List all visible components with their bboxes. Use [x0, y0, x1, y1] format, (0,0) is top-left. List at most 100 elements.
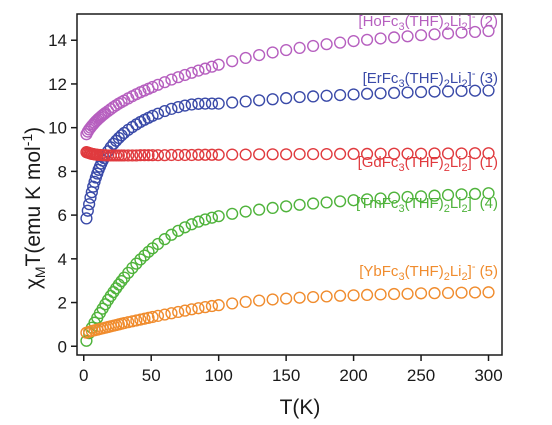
data-point — [266, 201, 279, 214]
data-point — [293, 90, 306, 104]
data-point — [253, 48, 266, 62]
data-point — [293, 148, 306, 161]
series-label-part: (THF) — [405, 154, 444, 171]
series-label-part: 2 — [444, 203, 450, 215]
y-tick-label: 0 — [58, 337, 67, 356]
data-point — [87, 180, 100, 193]
data-point — [333, 147, 347, 160]
data-point — [320, 89, 333, 102]
series-label-part: (THF) — [405, 263, 444, 280]
series-label-part: (THF) — [405, 70, 444, 87]
series-label-part: 2 — [444, 162, 450, 174]
data-point — [307, 197, 320, 210]
data-point — [81, 204, 94, 217]
data-point — [387, 31, 401, 44]
data-point — [441, 27, 455, 40]
y-tick-label: 14 — [48, 31, 67, 50]
data-point — [374, 32, 387, 45]
data-point — [253, 294, 266, 307]
data-point — [387, 86, 401, 100]
data-series-group — [80, 24, 495, 347]
data-point — [185, 66, 198, 79]
data-point — [192, 97, 205, 110]
series-label-part: (5) — [476, 263, 499, 280]
data-point — [239, 205, 252, 218]
data-point — [468, 187, 482, 200]
data-point — [172, 148, 185, 162]
data-point — [212, 97, 225, 110]
y-axis-title-sup: -1 — [19, 134, 35, 147]
series-label-2: [ErFc3(THF)2Li2]- (3) — [363, 68, 498, 90]
data-point — [112, 278, 125, 291]
data-point — [428, 189, 441, 202]
data-point — [307, 90, 320, 103]
data-point — [401, 147, 414, 160]
data-point — [80, 212, 93, 225]
data-point — [226, 148, 239, 161]
data-point — [428, 85, 441, 98]
data-point — [482, 24, 495, 38]
data-point — [199, 62, 212, 75]
data-point — [138, 149, 151, 162]
data-point — [172, 305, 185, 319]
data-point — [374, 288, 387, 301]
data-point — [374, 87, 387, 100]
series-label-part: 2 — [462, 78, 468, 90]
data-point — [192, 302, 205, 315]
plot-frame — [76, 13, 503, 356]
data-point — [441, 85, 455, 98]
data-point — [205, 211, 219, 224]
data-point — [192, 64, 205, 77]
series-label-part: (4) — [476, 195, 499, 212]
series-label-part: 3 — [398, 21, 404, 33]
y-axis-title-rest: T(emu K mol — [22, 146, 45, 266]
data-point — [146, 80, 159, 94]
data-point — [280, 148, 293, 161]
data-point — [146, 109, 159, 122]
series-label-part: ] — [468, 195, 472, 212]
series-5 — [80, 286, 495, 339]
data-point — [84, 191, 97, 204]
data-point — [280, 92, 293, 105]
data-point — [110, 282, 123, 295]
data-point — [151, 78, 165, 91]
data-point — [239, 95, 252, 108]
data-point — [455, 286, 468, 299]
series-label-part: - — [472, 193, 476, 205]
data-point — [226, 207, 239, 220]
data-point — [360, 193, 374, 206]
data-point — [414, 147, 428, 160]
data-point — [333, 289, 347, 302]
data-point — [212, 58, 225, 71]
data-point — [320, 148, 333, 161]
data-point — [165, 102, 178, 115]
data-point — [455, 26, 468, 39]
data-point — [441, 188, 455, 202]
data-point — [468, 147, 482, 160]
y-axis-title-sub: M — [32, 266, 48, 278]
series-label-part: 3 — [398, 78, 404, 90]
x-axis-title: T(K) — [280, 396, 321, 419]
y-axis-title: χMT(emu K mol-1) — [19, 127, 48, 289]
data-point — [455, 84, 468, 98]
data-point — [146, 310, 159, 324]
series-label-part: 2 — [462, 203, 468, 215]
data-point — [199, 213, 212, 226]
data-point — [165, 148, 178, 162]
y-tick-label: 12 — [48, 75, 67, 94]
data-point — [192, 148, 205, 161]
data-point — [374, 192, 387, 205]
series-label-part: [GdFc — [358, 154, 399, 171]
data-point — [115, 275, 128, 288]
data-point — [165, 307, 178, 320]
series-label-part: Li — [450, 13, 462, 30]
data-point — [482, 147, 495, 160]
data-point — [205, 60, 219, 73]
data-point — [158, 76, 171, 89]
series-label-part: 2 — [444, 21, 450, 33]
data-point — [280, 200, 293, 213]
data-point — [293, 41, 306, 54]
series-label-part: ] — [468, 154, 472, 171]
data-point — [401, 287, 414, 300]
series-label-part: [YbFc — [359, 263, 399, 280]
